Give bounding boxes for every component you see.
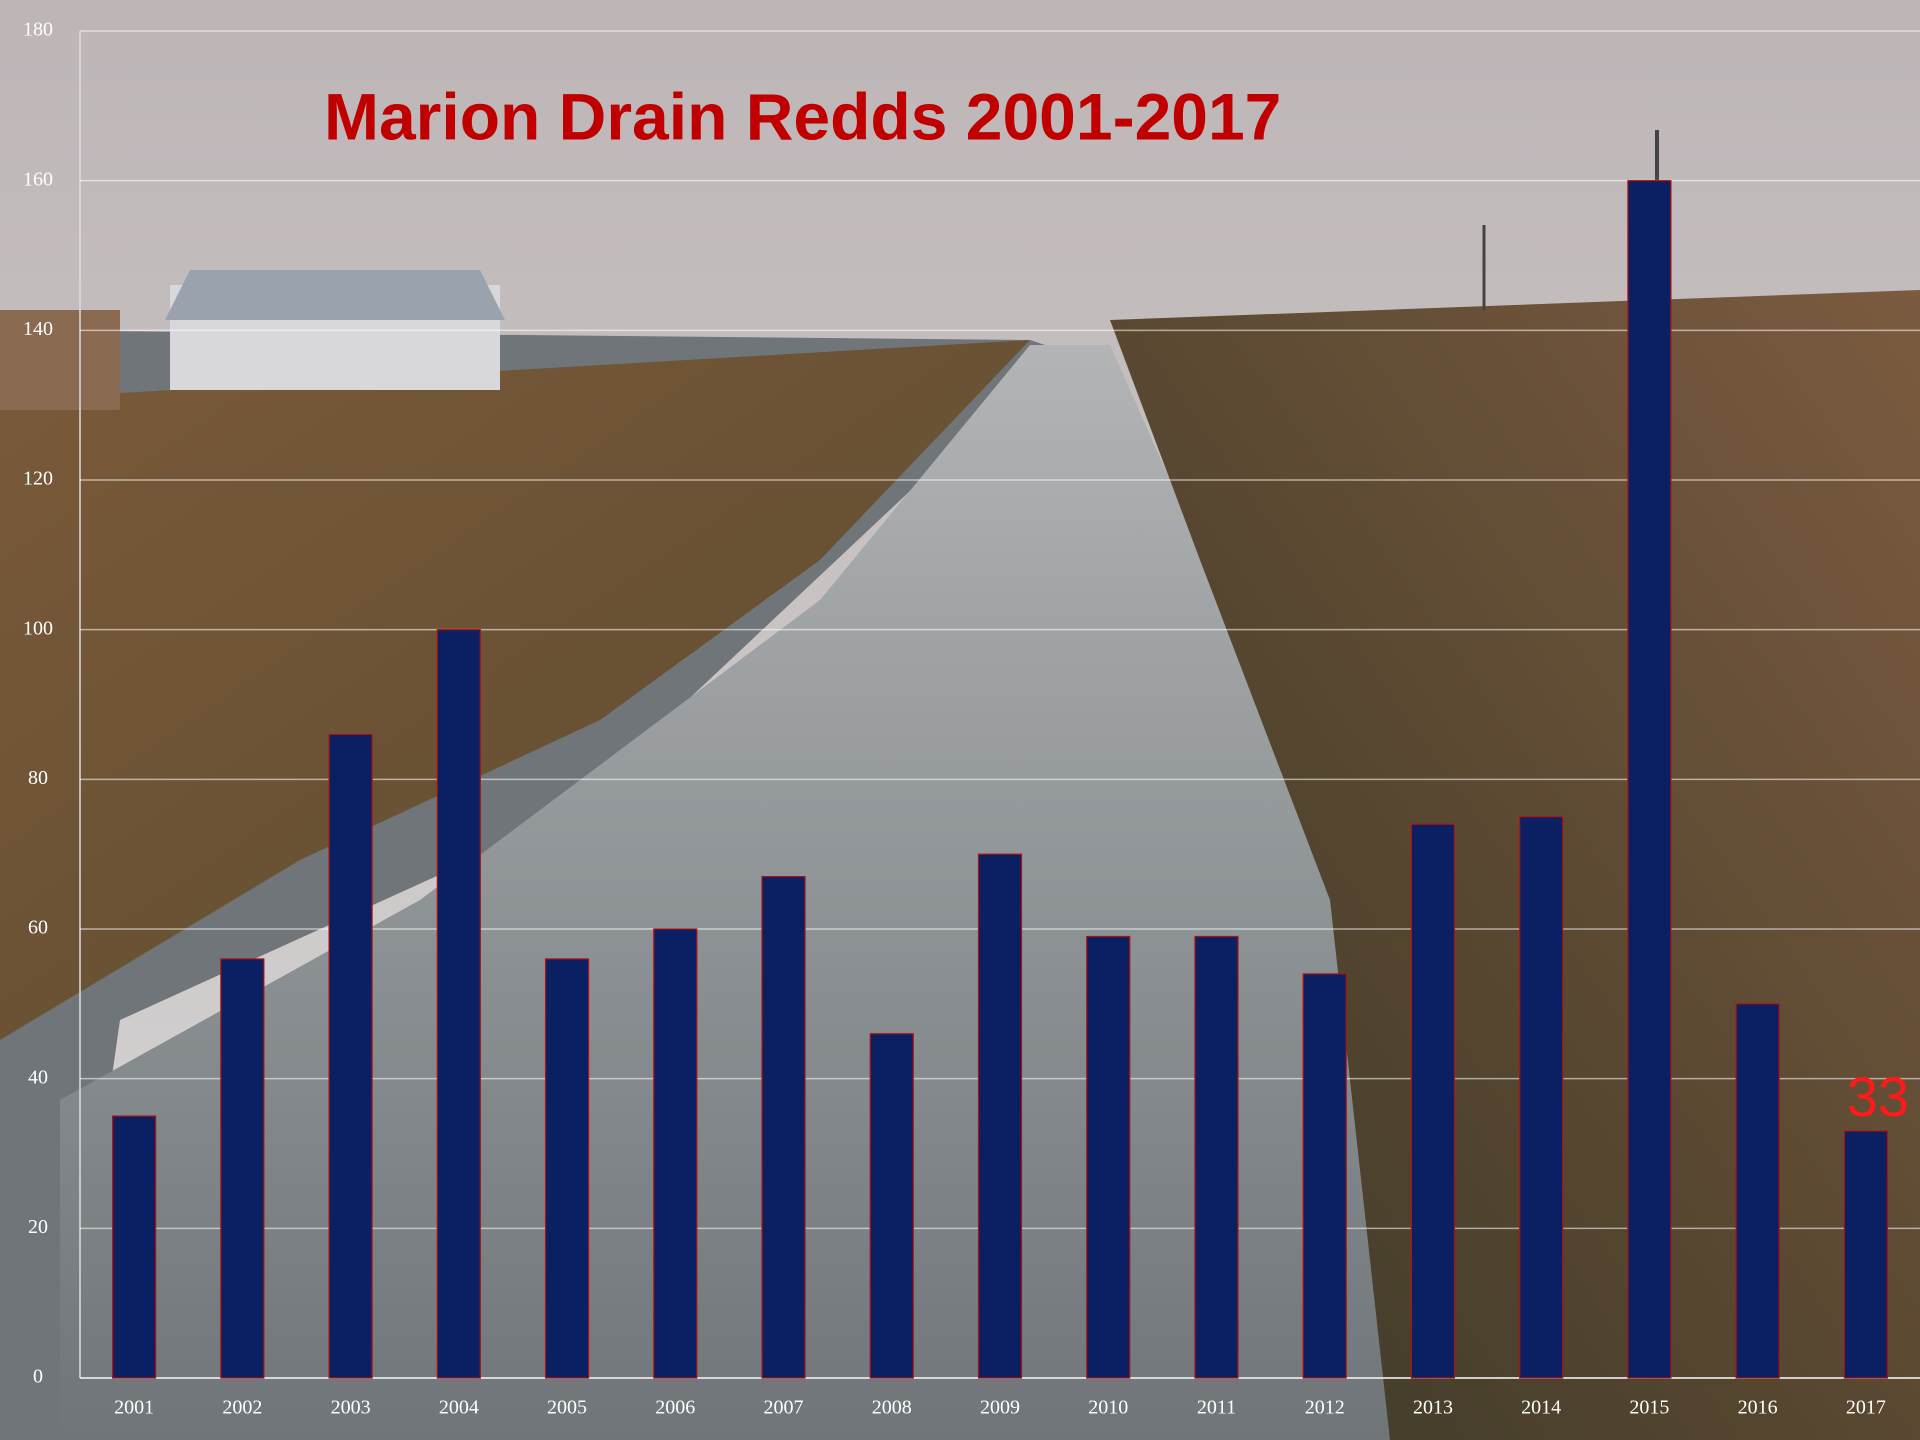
chart: 0 20 40 60 80 100 120 140 160 180 2001 2002 2003 2004…	[0, 0, 1920, 1440]
bar	[1195, 936, 1238, 1378]
x-tick-label: 2001	[114, 1397, 154, 1419]
y-tick-label: 160	[23, 168, 53, 190]
x-tick-label: 2006	[655, 1397, 695, 1419]
x-tick-label: 2009	[980, 1397, 1020, 1419]
y-tick-label: 0	[33, 1366, 43, 1388]
x-tick-label: 2008	[872, 1397, 912, 1419]
bar	[1411, 824, 1454, 1378]
bar	[1628, 181, 1671, 1378]
x-tick-label: 2016	[1738, 1397, 1778, 1419]
bar	[979, 854, 1022, 1378]
y-tick-label: 40	[28, 1066, 48, 1088]
data-label: 33	[1847, 1065, 1909, 1128]
x-tick-label: 2011	[1197, 1397, 1236, 1419]
bar	[1520, 817, 1563, 1378]
bar	[654, 929, 697, 1378]
y-tick-label: 140	[23, 318, 53, 340]
chart-title: Marion Drain Redds 2001-2017	[324, 79, 1281, 153]
x-tick-label: 2004	[439, 1397, 479, 1419]
y-tick-label: 60	[28, 917, 48, 939]
bar	[1844, 1131, 1887, 1378]
x-tick-label: 2014	[1521, 1397, 1561, 1419]
bar	[762, 877, 805, 1378]
x-tick-label: 2013	[1413, 1397, 1453, 1419]
x-tick-label: 2017	[1846, 1397, 1886, 1419]
bar	[1736, 1004, 1779, 1378]
bar	[870, 1034, 913, 1378]
y-tick-label: 120	[23, 468, 53, 490]
x-tick-label: 2005	[547, 1397, 587, 1419]
y-tick-label: 80	[28, 767, 48, 789]
x-tick-label: 2015	[1629, 1397, 1669, 1419]
x-tick-label: 2002	[222, 1397, 262, 1419]
bar	[437, 630, 480, 1378]
bar	[329, 734, 372, 1378]
x-tick-label: 2010	[1088, 1397, 1128, 1419]
y-tick-label: 20	[28, 1216, 48, 1238]
y-tick-label: 100	[23, 617, 53, 639]
bar	[221, 959, 264, 1378]
y-tick-label: 180	[23, 19, 53, 41]
x-tick-label: 2012	[1305, 1397, 1345, 1419]
bar	[546, 959, 589, 1378]
bar	[113, 1116, 156, 1378]
bar	[1303, 974, 1346, 1378]
bar	[1087, 936, 1130, 1378]
x-tick-label: 2003	[331, 1397, 371, 1419]
x-tick-label: 2007	[764, 1397, 804, 1419]
